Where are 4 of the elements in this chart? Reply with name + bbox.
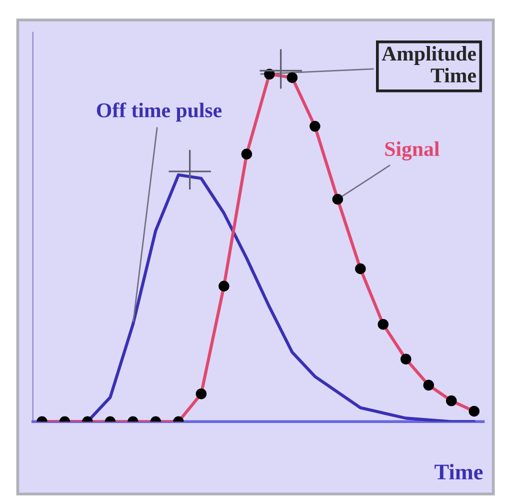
- annotation: Amplitude Time: [382, 46, 476, 82]
- text: Signal: [385, 141, 440, 160]
- text: Off time pulse: [96, 102, 222, 122]
- x-axis-title: Time: [434, 464, 483, 480]
